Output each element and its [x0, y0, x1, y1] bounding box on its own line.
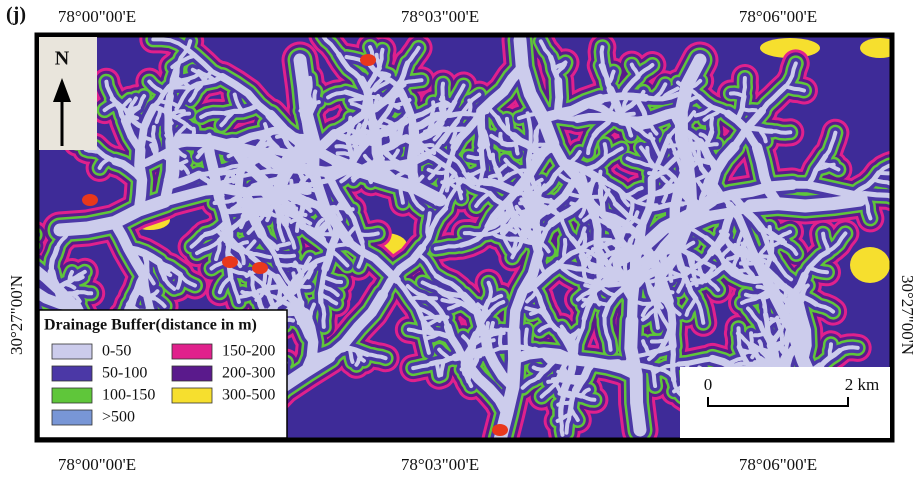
stream-buffer [5, 244, 18, 265]
stream-buffer [19, 244, 33, 246]
stream-buffer [19, 235, 35, 244]
stream-buffer [29, 302, 30, 316]
stream-buffer [25, 321, 34, 325]
stream-buffer [899, 199, 917, 204]
stream-buffer [19, 244, 33, 246]
stream-buffer [899, 199, 917, 204]
stream-buffer [5, 244, 18, 265]
stream-buffer [4, 334, 6, 347]
stream-buffer [19, 235, 35, 244]
stream-buffer [10, 236, 15, 249]
stream-buffer [25, 321, 34, 325]
stream-buffer [25, 321, 34, 325]
stream-buffer [4, 334, 6, 347]
stream-buffer [0, 201, 17, 248]
stream-buffer [19, 235, 35, 244]
stream-buffer [27, 284, 34, 307]
stream-buffer [0, 326, 6, 338]
stream-buffer [5, 244, 18, 265]
stream-buffer [4, 334, 6, 347]
stream-buffer [27, 284, 34, 307]
stream-buffer [19, 235, 35, 244]
stream-buffer [3, 243, 11, 254]
stream-buffer [25, 321, 34, 325]
stream-buffer [0, 201, 17, 248]
stream-buffer [10, 236, 15, 249]
stream-buffer [3, 243, 11, 254]
stream-buffer [29, 302, 30, 316]
stream-buffer [27, 284, 34, 307]
map-figure: (j) N Drainage Buffer(distance in m) 0-5… [0, 0, 917, 482]
stream-buffer [19, 244, 33, 246]
stream-buffer [10, 236, 15, 249]
stream-buffer [0, 326, 6, 338]
buffer-patch [850, 247, 890, 283]
stream-buffer [4, 334, 6, 347]
stream-buffer [10, 236, 15, 249]
stream-buffer [0, 326, 6, 338]
stream-buffer [0, 201, 17, 248]
stream-buffer [3, 243, 11, 254]
stream-buffer [3, 243, 11, 254]
stream-buffer [19, 244, 33, 246]
stream-buffer [0, 326, 6, 338]
stream-buffer [5, 244, 18, 265]
stream-buffer [29, 302, 30, 316]
stream-buffer [0, 201, 17, 248]
stream-buffer [29, 302, 30, 316]
stream-buffer [899, 199, 917, 204]
stream-buffer [27, 284, 34, 307]
